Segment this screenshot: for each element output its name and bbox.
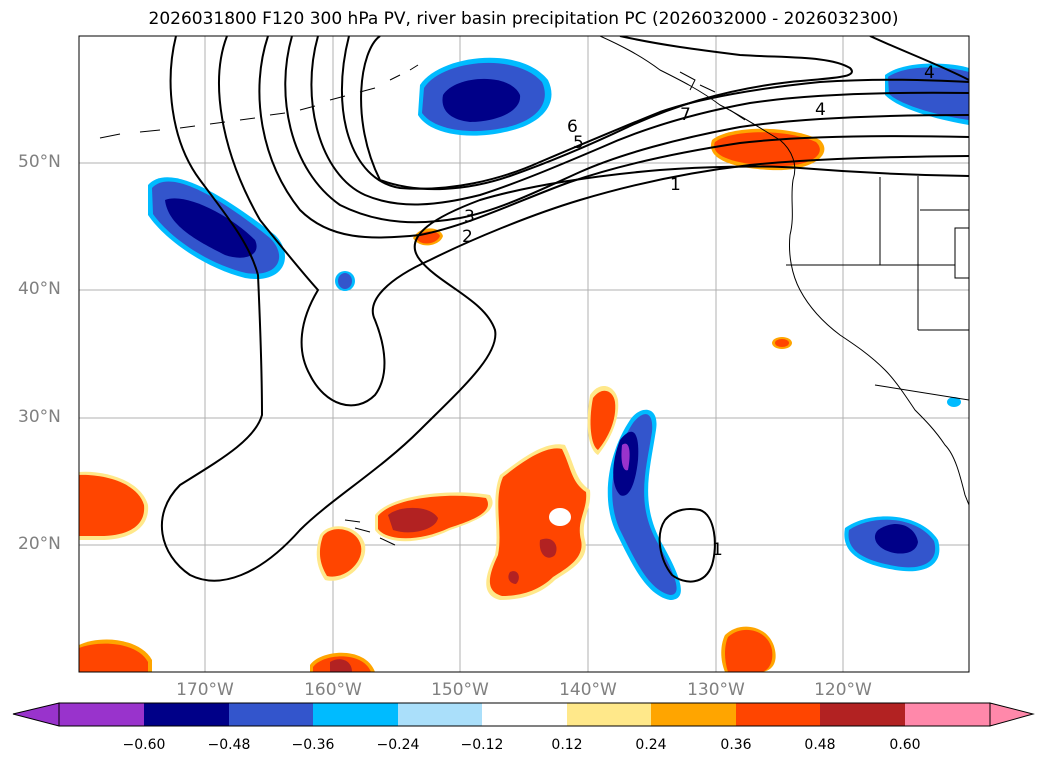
lon-label-120w: 120°W bbox=[814, 680, 872, 700]
contour-label: 4 bbox=[924, 63, 935, 83]
positive-anomaly-blob-hawaii bbox=[316, 492, 493, 581]
lon-label-170w: 170°W bbox=[176, 680, 234, 700]
positive-anomaly-blob-south bbox=[310, 337, 792, 672]
pv-contours bbox=[161, 36, 969, 583]
colorbar-tick-label: −0.60 bbox=[122, 737, 166, 753]
lon-label-150w: 150°W bbox=[431, 680, 489, 700]
plot-frame bbox=[78, 35, 970, 673]
lat-label-20n: 20°N bbox=[18, 534, 61, 554]
positive-anomaly-blob-southwest bbox=[79, 639, 152, 672]
colorbar-tick-label: −0.24 bbox=[376, 737, 420, 753]
contour-label: 3 bbox=[464, 207, 475, 227]
coastlines bbox=[99, 36, 969, 546]
lon-label-130w: 130°W bbox=[687, 680, 745, 700]
lon-label-140w: 140°W bbox=[559, 680, 617, 700]
colorbar-tick-label: 0.24 bbox=[635, 737, 667, 753]
contour-label: 7 bbox=[680, 105, 691, 125]
lat-label-40n: 40°N bbox=[18, 279, 61, 299]
colorbar-tick-label: 0.48 bbox=[804, 737, 836, 753]
contour-label: 4 bbox=[815, 100, 826, 120]
negative-anomaly-blob-gulf-alaska bbox=[418, 57, 552, 136]
negative-anomaly-blob-tiny bbox=[947, 397, 961, 407]
lat-label-30n: 30°N bbox=[18, 407, 61, 427]
colorbar-tick-label: −0.36 bbox=[291, 737, 335, 753]
negative-anomaly-blob-southeast bbox=[844, 516, 940, 572]
contour-label: 1 bbox=[712, 540, 723, 560]
lat-label-50n: 50°N bbox=[18, 152, 61, 172]
colorbar-tick-label: −0.12 bbox=[460, 737, 504, 753]
contour-label: 2 bbox=[462, 227, 473, 247]
contour-label: 5 bbox=[573, 133, 584, 153]
colorbar bbox=[12, 702, 1035, 727]
contour-label: 6 bbox=[567, 117, 578, 137]
positive-anomaly-blob-central bbox=[486, 385, 619, 600]
lon-label-160w: 160°W bbox=[304, 680, 362, 700]
colorbar-tick-label: 0.12 bbox=[551, 737, 583, 753]
negative-anomaly-blob-small bbox=[335, 271, 355, 291]
contour-label: 1 bbox=[670, 175, 681, 195]
map-title: 2026031800 F120 300 hPa PV, river basin … bbox=[148, 9, 899, 29]
colorbar-tick-label: −0.48 bbox=[207, 737, 251, 753]
negative-anomaly-blob-north-pacific bbox=[148, 177, 285, 280]
positive-anomaly-blob-west bbox=[79, 471, 149, 540]
colorbar-tick-label: 0.36 bbox=[720, 737, 752, 753]
colorbar-tick-label: 0.60 bbox=[889, 737, 921, 753]
